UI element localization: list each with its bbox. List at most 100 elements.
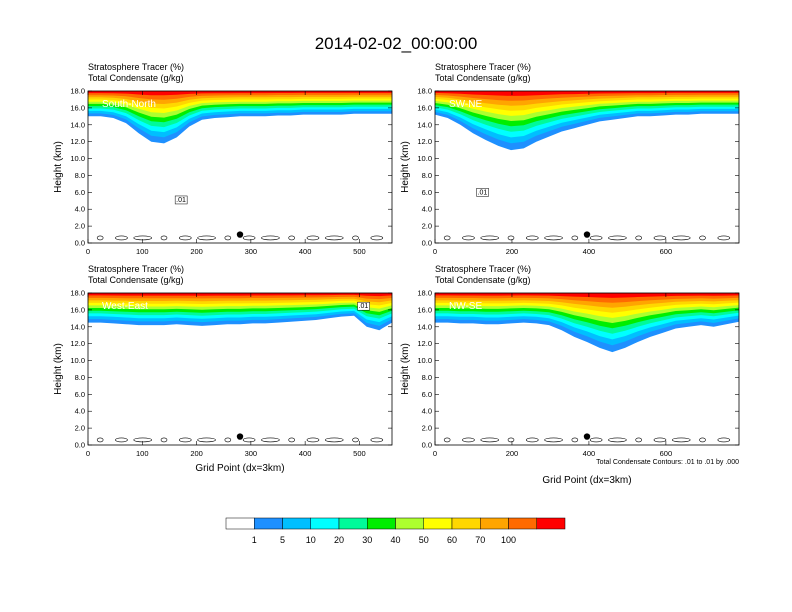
y-tick-label: 16.0 xyxy=(70,103,85,112)
y-tick-label: 18.0 xyxy=(70,289,85,298)
x-tick-label: 100 xyxy=(136,449,149,458)
condensate-contour xyxy=(288,437,295,443)
colorbar-swatch xyxy=(282,517,311,530)
condensate-contour xyxy=(324,235,344,241)
y-tick-label: 14.0 xyxy=(417,120,432,129)
location-marker xyxy=(583,433,591,440)
y-tick-label: 16.0 xyxy=(417,305,432,314)
condensate-contour xyxy=(653,235,667,241)
condensate-contour xyxy=(96,235,104,241)
x-tick-label: 0 xyxy=(86,247,90,256)
y-tick-label: 18.0 xyxy=(417,87,432,96)
condensate-contour xyxy=(635,235,642,241)
y-tick-label: 2.0 xyxy=(422,424,432,433)
colorbar-label: 5 xyxy=(280,535,285,545)
tracer-field xyxy=(88,293,392,445)
condensate-contour xyxy=(352,437,359,443)
panel-label: South-North xyxy=(102,99,156,110)
condensate-contour xyxy=(699,235,706,241)
panel-header-tracer: Stratosphere Tracer (%) xyxy=(88,62,184,72)
colorbar-label: 100 xyxy=(501,535,516,545)
panel-header-tracer: Stratosphere Tracer (%) xyxy=(435,264,531,274)
x-tick-label: 300 xyxy=(245,247,258,256)
y-tick-label: 6.0 xyxy=(75,188,85,197)
x-tick-label: 500 xyxy=(353,449,366,458)
tracer-level-11 xyxy=(88,91,392,96)
y-tick-label: 4.0 xyxy=(75,407,85,416)
condensate-contour xyxy=(133,437,153,443)
colorbar-swatch xyxy=(254,517,283,530)
plot-frame xyxy=(434,90,740,244)
x-tick-label: 500 xyxy=(353,247,366,256)
y-tick-label: 8.0 xyxy=(75,373,85,382)
figure-title: 2014-02-02_00:00:00 xyxy=(315,34,478,53)
location-marker xyxy=(236,231,244,238)
y-tick-label: 12.0 xyxy=(70,339,85,348)
condensate-contour xyxy=(717,235,731,241)
condensate-contour xyxy=(178,437,192,443)
condensate-contour xyxy=(635,437,642,443)
panel-label: West-East xyxy=(102,301,148,312)
condensate-contour xyxy=(224,437,232,443)
y-tick-label: 12.0 xyxy=(417,137,432,146)
y-tick-label: 14.0 xyxy=(70,322,85,331)
condensate-contour xyxy=(96,437,104,443)
condensate-contour xyxy=(507,235,515,241)
y-tick-label: 8.0 xyxy=(422,373,432,382)
condensate-contour xyxy=(443,437,451,443)
colorbar-label: 50 xyxy=(419,535,429,545)
y-tick-label: 10.0 xyxy=(417,356,432,365)
condensate-contour xyxy=(653,437,667,443)
panel-header-condensate: Total Condensate (g/kg) xyxy=(435,73,531,83)
colorbar-swatch xyxy=(367,517,396,530)
condensate-contour xyxy=(242,437,256,443)
y-tick-label: 4.0 xyxy=(75,205,85,214)
colorbar-label: 40 xyxy=(390,535,400,545)
y-tick-label: 0.0 xyxy=(422,239,432,248)
condensate-contour xyxy=(571,235,579,241)
condensate-contour xyxy=(717,437,731,443)
condensate-contour xyxy=(133,235,153,241)
condensate-contour xyxy=(443,235,451,241)
y-axis-label: Height (km) xyxy=(400,141,411,193)
condensate-contour xyxy=(115,437,128,443)
x-tick-label: 400 xyxy=(299,449,312,458)
condensate-contour xyxy=(197,235,216,241)
condensate-contour xyxy=(261,235,280,241)
condensate-contour xyxy=(224,235,232,241)
condensate-contour xyxy=(370,437,384,443)
condensate-contour xyxy=(608,437,627,443)
y-axis-label: Height (km) xyxy=(53,141,64,193)
colorbar-swatch xyxy=(310,517,340,530)
x-tick-label: 200 xyxy=(506,247,519,256)
condensate-contour xyxy=(160,437,168,443)
x-tick-label: 200 xyxy=(506,449,519,458)
condensate-contour xyxy=(115,235,128,241)
x-tick-label: 0 xyxy=(433,449,437,458)
colorbar: 1 5 10 20 30 40 50 60 70 100 xyxy=(225,517,566,545)
panel-header-condensate: Total Condensate (g/kg) xyxy=(88,275,184,285)
colorbar-label: 10 xyxy=(306,535,316,545)
condensate-contour xyxy=(306,437,320,443)
panel-2: Stratosphere Tracer (%)Total Condensate … xyxy=(400,62,740,256)
colorbar-swatch xyxy=(508,517,537,530)
y-tick-label: 2.0 xyxy=(422,222,432,231)
condensate-contour xyxy=(178,235,192,241)
panel-1: Stratosphere Tracer (%)Total Condensate … xyxy=(53,62,393,256)
y-axis-label: Height (km) xyxy=(400,343,411,395)
tracer-field xyxy=(435,91,739,243)
contour-label-box xyxy=(174,195,188,205)
panels-group: Stratosphere Tracer (%)Total Condensate … xyxy=(53,62,740,486)
contour-label: .01 xyxy=(478,189,488,196)
y-tick-label: 0.0 xyxy=(75,239,85,248)
y-tick-label: 14.0 xyxy=(70,120,85,129)
y-axis-label: Height (km) xyxy=(53,343,64,395)
contour-label-box xyxy=(357,301,370,311)
x-axis-label: Grid Point (dx=3km) xyxy=(542,475,631,486)
x-tick-label: 400 xyxy=(299,247,312,256)
condensate-contour xyxy=(370,235,384,241)
y-tick-label: 4.0 xyxy=(422,205,432,214)
panel-header-condensate: Total Condensate (g/kg) xyxy=(435,275,531,285)
colorbar-label: 70 xyxy=(475,535,485,545)
condensate-contour xyxy=(462,235,475,241)
